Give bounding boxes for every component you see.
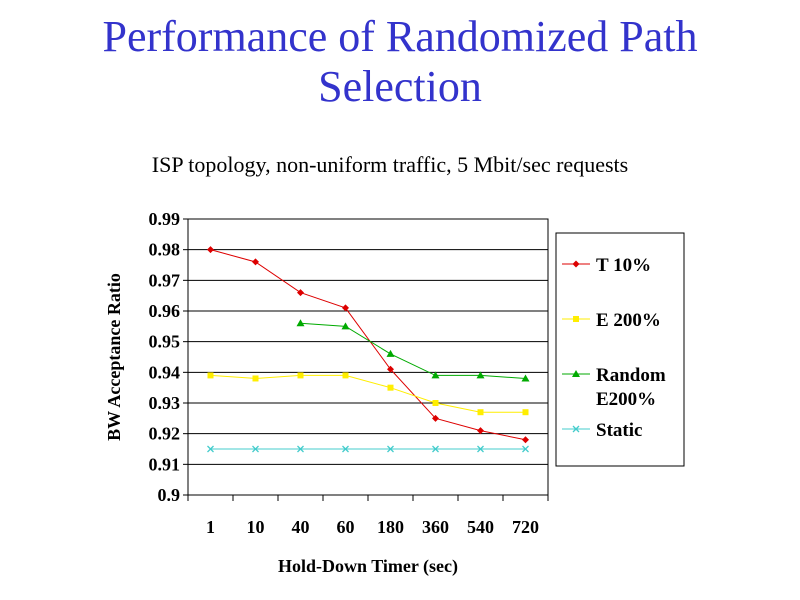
data-point: [387, 365, 394, 373]
series-line: [210, 374, 526, 413]
x-tick-label: 10: [247, 517, 265, 537]
legend-label: Random: [596, 365, 666, 386]
y-tick-label: 0.92: [149, 424, 181, 444]
y-axis: 0.99 0.98 0.97 0.96 0.95 0.94 0.93 0.92 0.91 0.9: [149, 209, 188, 505]
y-tick-label: 0.96: [149, 301, 181, 321]
x-tick-label: 540: [467, 517, 494, 537]
series-line: [300, 322, 526, 379]
legend-item: E 200%: [562, 310, 661, 331]
slide-title: Performance of Randomized Path Selection: [0, 12, 800, 112]
data-point: [432, 400, 439, 406]
y-tick-label: 0.98: [149, 240, 181, 260]
y-tick-label: 0.97: [149, 270, 181, 290]
data-point: [342, 372, 349, 379]
x-tick-label: 180: [377, 517, 404, 537]
y-tick-label: 0.95: [149, 332, 181, 352]
y-tick-label: 0.99: [149, 209, 181, 229]
chart-series: [207, 246, 530, 453]
legend-label: Static: [596, 420, 642, 441]
data-point: [477, 427, 484, 435]
slide-title-line2: Selection: [318, 62, 482, 111]
data-point: [207, 246, 214, 254]
x-axis-label: Hold-Down Timer (sec): [278, 556, 458, 577]
data-point: [297, 445, 304, 453]
data-point: [297, 372, 304, 379]
data-point: [252, 375, 259, 382]
data-point: [476, 371, 485, 379]
y-tick-label: 0.91: [149, 454, 181, 474]
series-static: [207, 445, 529, 453]
legend-item: Static: [562, 420, 642, 441]
data-point: [387, 445, 394, 453]
x-tick-label: 720: [512, 517, 539, 537]
data-point: [386, 349, 395, 357]
data-point: [522, 436, 529, 444]
series-random-e200-: [296, 319, 530, 382]
data-point: [432, 414, 439, 422]
legend-marker: [573, 316, 579, 322]
legend-label: T 10%: [596, 255, 651, 276]
data-point: [432, 445, 439, 453]
y-tick-label: 0.93: [149, 393, 181, 413]
series-line: [210, 249, 526, 441]
x-axis: 1 10 40 60 180 360 540 720: [187, 495, 549, 537]
data-point: [387, 384, 394, 391]
x-tick-label: 360: [422, 517, 449, 537]
data-point: [522, 409, 529, 416]
legend-marker: [572, 370, 580, 377]
y-tick-label: 0.94: [149, 362, 181, 382]
legend-label: E 200%: [596, 310, 661, 331]
y-axis-label: BW Acceptance Ratio: [104, 273, 124, 441]
slide-title-line1: Performance of Randomized Path: [102, 12, 698, 61]
data-point: [521, 374, 530, 382]
legend-label: E200%: [596, 389, 656, 410]
x-tick-label: 1: [206, 517, 215, 537]
data-point: [296, 319, 305, 327]
data-point: [477, 409, 484, 416]
plot-area: [187, 218, 549, 496]
chart-legend: T 10% E 200% Random E200% Static: [555, 232, 685, 467]
series-t-10-: [207, 246, 529, 444]
data-point: [297, 289, 304, 297]
data-point: [431, 371, 440, 379]
y-tick-label: 0.9: [158, 485, 181, 505]
data-point: [522, 445, 529, 453]
data-point: [341, 322, 350, 330]
chart-grid: [188, 249, 548, 465]
data-point: [252, 258, 259, 266]
legend-item: T 10%: [562, 255, 651, 276]
data-point: [252, 445, 259, 453]
series-e-200-: [207, 372, 529, 416]
data-point: [342, 304, 349, 312]
x-tick-label: 60: [337, 517, 355, 537]
data-point: [207, 372, 214, 379]
slide-subtitle: ISP topology, non-uniform traffic, 5 Mbi…: [151, 152, 629, 177]
legend-marker: [572, 260, 580, 268]
legend-item: Random E200%: [562, 365, 666, 410]
legend-marker: [572, 425, 580, 433]
data-point: [207, 445, 214, 453]
x-tick-label: 40: [292, 517, 310, 537]
data-point: [342, 445, 349, 453]
data-point: [477, 445, 484, 453]
